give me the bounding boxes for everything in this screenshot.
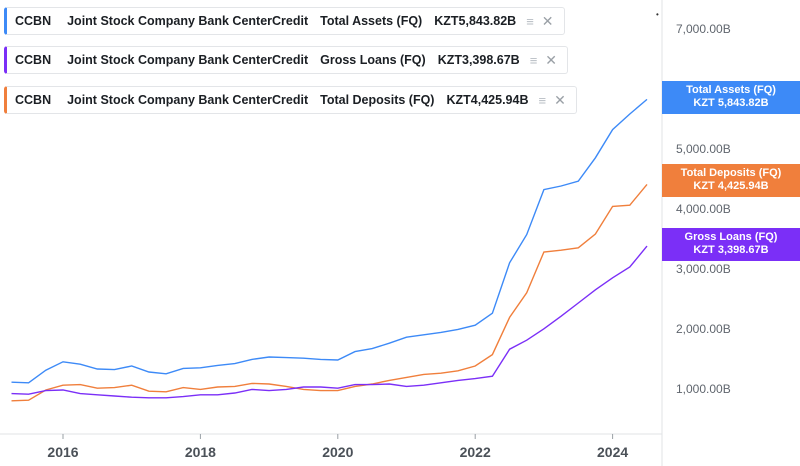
marker-dot: • [656,10,659,19]
legend-metric: Total Deposits (FQ) [320,93,435,107]
value-tag-value: KZT 4,425.94B [693,180,769,192]
value-tag-value: KZT 5,843.82B [693,97,769,109]
close-icon[interactable]: ✕ [541,12,554,29]
layers-icon[interactable]: ≡ [538,92,547,108]
value-tag: Total Deposits (FQ) KZT 4,425.94B [662,164,800,197]
y-tick-label: 2,000.00B [676,322,731,336]
y-tick-label: 4,000.00B [676,202,731,216]
y-tick-label: 5,000.00B [676,142,731,156]
layers-icon[interactable]: ≡ [526,13,534,29]
close-icon[interactable]: ✕ [554,91,566,108]
x-tick-label: 2024 [597,444,629,460]
y-tick-label: 1,000.00B [676,382,731,396]
x-tick-label: 2022 [459,444,491,460]
close-icon[interactable]: ✕ [545,51,558,68]
series-line-2 [11,245,648,399]
x-tick-label: 2020 [322,444,354,460]
legend-ticker: CCBN [15,53,52,67]
y-tick-label: 3,000.00B [676,262,731,276]
legend-metric: Total Assets (FQ) [320,14,423,28]
value-tag-label: Total Deposits (FQ) [680,167,782,179]
legend-item[interactable]: CCBN Joint Stock Company Bank CenterCredi… [4,86,577,114]
value-tag: Gross Loans (FQ) KZT 3,398.67B [662,228,800,261]
x-tick-label: 2016 [47,444,79,460]
series-line-0 [11,98,648,384]
legend-company: Joint Stock Company Bank CenterCredit [67,93,309,107]
y-tick-label: 7,000.00B [676,22,731,36]
legend-item[interactable]: CCBN Joint Stock Company Bank CenterCredi… [4,46,569,74]
legend-company: Joint Stock Company Bank CenterCredit [67,14,309,28]
legend-value: KZT5,843.82B [434,14,517,28]
value-tag-value: KZT 3,398.67B [693,244,769,256]
legend-item[interactable]: CCBN Joint Stock Company Bank CenterCredi… [4,7,565,35]
value-tag: Total Assets (FQ) KZT 5,843.82B [662,81,800,114]
value-tag-label: Gross Loans (FQ) [684,231,778,243]
value-tag-label: Total Assets (FQ) [686,84,776,96]
legend-metric: Gross Loans (FQ) [320,53,426,67]
layers-icon[interactable]: ≡ [529,52,538,68]
legend-value: KZT4,425.94B [446,93,529,107]
legend-value: KZT3,398.67B [437,53,520,67]
legend-company: Joint Stock Company Bank CenterCredit [67,53,309,67]
series-line-1 [11,183,648,402]
legend-ticker: CCBN [15,14,52,28]
legend-ticker: CCBN [15,93,52,107]
x-tick-label: 2018 [184,444,216,460]
